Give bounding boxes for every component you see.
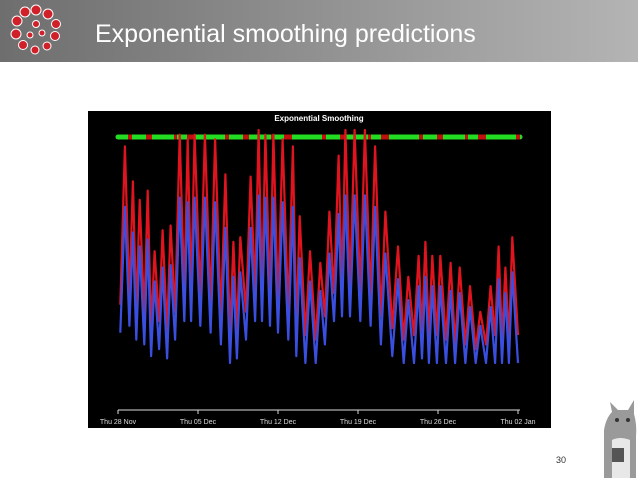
header-bar [0,0,638,62]
x-tick-label: Thu 02 Jan [500,419,535,426]
slide-title: Exponential smoothing predictions [95,20,476,48]
x-tick-label: Thu 26 Dec [420,419,457,426]
page-number: 30 [556,455,566,465]
chart-title: Exponential Smoothing [274,114,363,123]
series-line [119,194,520,365]
x-tick-label: Thu 19 Dec [340,419,377,426]
x-tick-label: Thu 12 Dec [260,419,297,426]
x-tick-label: Thu 28 Nov [100,419,137,426]
logo [10,4,61,55]
series-line [119,128,520,351]
cat-illustration [604,400,637,478]
x-tick-label: Thu 05 Dec [180,419,217,426]
